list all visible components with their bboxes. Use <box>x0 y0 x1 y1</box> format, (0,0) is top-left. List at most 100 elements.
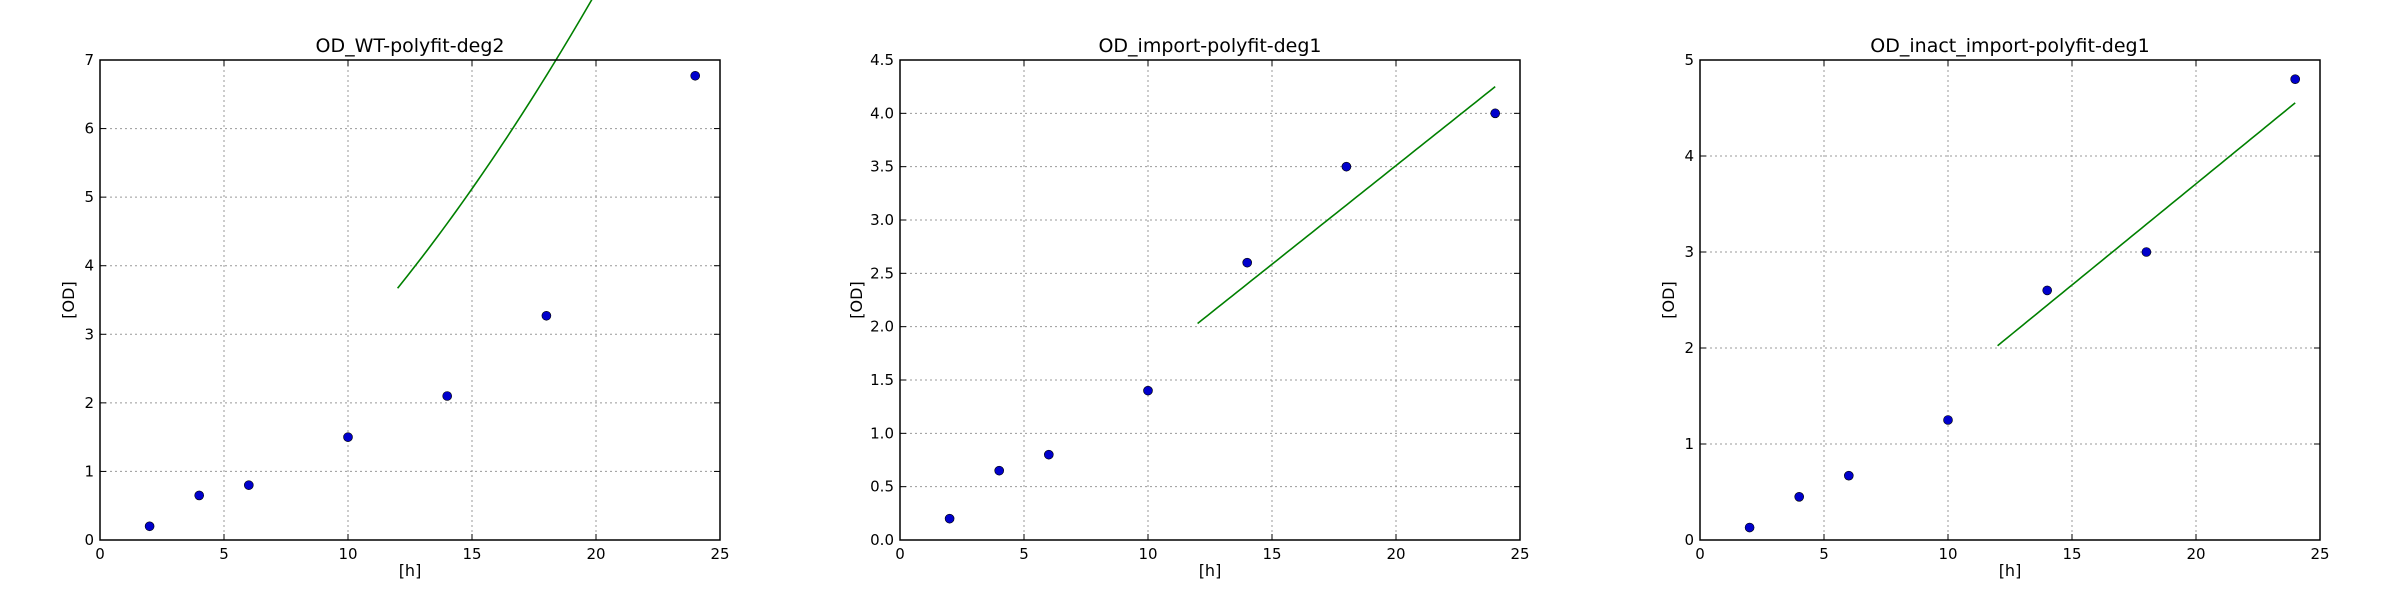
y-axis-label: [OD] <box>59 281 78 318</box>
y-axis-label: [OD] <box>847 281 866 318</box>
x-ticks: 0 5 10 15 20 25 <box>95 60 730 563</box>
x-tick-label: 20 <box>586 545 605 563</box>
y-ticks: 0.0 0.5 1.0 1.5 2.0 2.5 3.0 3.5 4.0 4.5 <box>870 51 1520 549</box>
data-point <box>194 490 204 501</box>
data-points-layer <box>1744 74 2301 533</box>
plot-area-background <box>100 60 720 540</box>
x-axis-label: [h] <box>399 561 422 580</box>
x-tick-label: 0 <box>1695 545 1705 563</box>
y-tick-label: 1.5 <box>870 371 894 389</box>
data-point <box>2290 74 2301 85</box>
plot-area-background <box>1700 60 2320 540</box>
plot-area-background <box>900 60 1520 540</box>
y-tick-label: 6 <box>84 120 94 138</box>
data-point <box>1341 161 1352 172</box>
data-points-layer <box>144 70 701 532</box>
y-tick-label: 2.5 <box>870 264 894 282</box>
x-tick-label: 25 <box>2310 545 2329 563</box>
chart-title: OD_WT-polyfit-deg2 <box>316 35 505 57</box>
data-point <box>690 70 701 81</box>
x-tick-label: 10 <box>338 545 357 563</box>
y-tick-label: 4 <box>1684 147 1694 165</box>
y-tick-label: 4.5 <box>870 51 894 69</box>
x-tick-label: 0 <box>895 545 905 563</box>
data-point <box>2141 247 2152 257</box>
x-axis-label: [h] <box>1199 561 1222 580</box>
data-point <box>1143 385 1153 396</box>
x-tick-label: 5 <box>1019 545 1029 563</box>
fit-curve-layer <box>396 0 593 289</box>
data-point <box>541 310 552 321</box>
data-point <box>944 513 955 524</box>
x-tick-label: 0 <box>95 545 105 563</box>
fit-line <box>1997 102 2296 347</box>
data-point <box>244 480 254 490</box>
x-ticks: 0 5 10 15 20 25 <box>895 60 1530 563</box>
x-tick-label: 20 <box>1386 545 1405 563</box>
y-tick-label: 2.0 <box>870 318 894 336</box>
y-tick-label: 5 <box>1684 51 1694 69</box>
grid-lines <box>900 60 1520 540</box>
y-ticks: 0 1 2 3 4 5 6 7 <box>84 51 720 549</box>
data-point <box>1242 257 1253 268</box>
x-tick-label: 25 <box>710 545 729 563</box>
data-point <box>2042 285 2053 296</box>
subplot-od-wt: 0 5 10 15 20 25 0 1 2 3 4 5 6 7 OD_WT-polyfit-deg2 [… <box>59 0 730 580</box>
plot-frame <box>1699 59 2321 541</box>
y-tick-label: 4 <box>84 257 94 275</box>
data-point <box>1490 108 1501 119</box>
x-tick-label: 5 <box>1819 545 1829 563</box>
grid-lines <box>100 60 720 540</box>
y-tick-label: 0.5 <box>870 478 894 496</box>
y-tick-label: 1 <box>1684 435 1694 453</box>
data-point <box>442 391 453 401</box>
chart-title: OD_inact_import-polyfit-deg1 <box>1870 35 2149 57</box>
fit-curve-layer <box>1997 102 2296 347</box>
y-tick-label: 0 <box>84 531 94 549</box>
y-tick-label: 1 <box>84 462 94 480</box>
x-tick-label: 10 <box>1938 545 1957 563</box>
y-tick-label: 2 <box>84 394 94 412</box>
y-tick-label: 3.0 <box>870 211 894 229</box>
y-tick-label: 3.5 <box>870 158 894 176</box>
x-ticks: 0 5 10 15 20 25 <box>1695 60 2330 563</box>
y-tick-label: 0 <box>1684 531 1694 549</box>
fit-curve-layer <box>1197 86 1496 325</box>
x-tick-label: 5 <box>219 545 229 563</box>
fit-line <box>396 0 593 289</box>
plot-frame <box>99 59 721 541</box>
data-point <box>1943 415 1953 425</box>
y-ticks: 0 1 2 3 4 5 <box>1684 51 2320 549</box>
subplot-od-inact-import: 0 5 10 15 20 25 0 1 2 3 4 5 OD_inact_import-polyfi… <box>1659 35 2330 580</box>
x-tick-label: 10 <box>1138 545 1157 563</box>
x-tick-label: 15 <box>462 545 481 563</box>
grid-lines <box>1700 60 2320 540</box>
chart-title: OD_import-polyfit-deg1 <box>1098 35 1321 57</box>
data-point <box>1844 470 1854 481</box>
y-tick-label: 4.0 <box>870 104 894 122</box>
x-tick-label: 15 <box>2062 545 2081 563</box>
y-axis-label: [OD] <box>1659 281 1678 318</box>
x-tick-label: 25 <box>1510 545 1529 563</box>
y-tick-label: 1.0 <box>870 424 894 442</box>
x-tick-label: 15 <box>1262 545 1281 563</box>
subplot-od-import: 0 5 10 15 20 25 0.0 0.5 1.0 1.5 2.0 2.5 3.0 3.5 4.0 4.… <box>847 35 1530 580</box>
data-point <box>1044 449 1054 460</box>
plot-frame <box>899 59 1521 541</box>
y-tick-label: 7 <box>84 51 94 69</box>
x-axis-label: [h] <box>1999 561 2022 580</box>
data-point <box>994 465 1004 476</box>
y-tick-label: 3 <box>1684 243 1694 261</box>
y-tick-label: 0.0 <box>870 531 894 549</box>
data-point <box>1794 491 1804 502</box>
y-tick-label: 2 <box>1684 339 1694 357</box>
y-tick-label: 3 <box>84 325 94 343</box>
data-point <box>343 432 353 442</box>
data-point <box>1744 522 1755 533</box>
y-tick-label: 5 <box>84 188 94 206</box>
fit-line <box>1197 86 1496 325</box>
data-point <box>144 521 155 532</box>
data-points-layer <box>944 108 1501 524</box>
x-tick-label: 20 <box>2186 545 2205 563</box>
